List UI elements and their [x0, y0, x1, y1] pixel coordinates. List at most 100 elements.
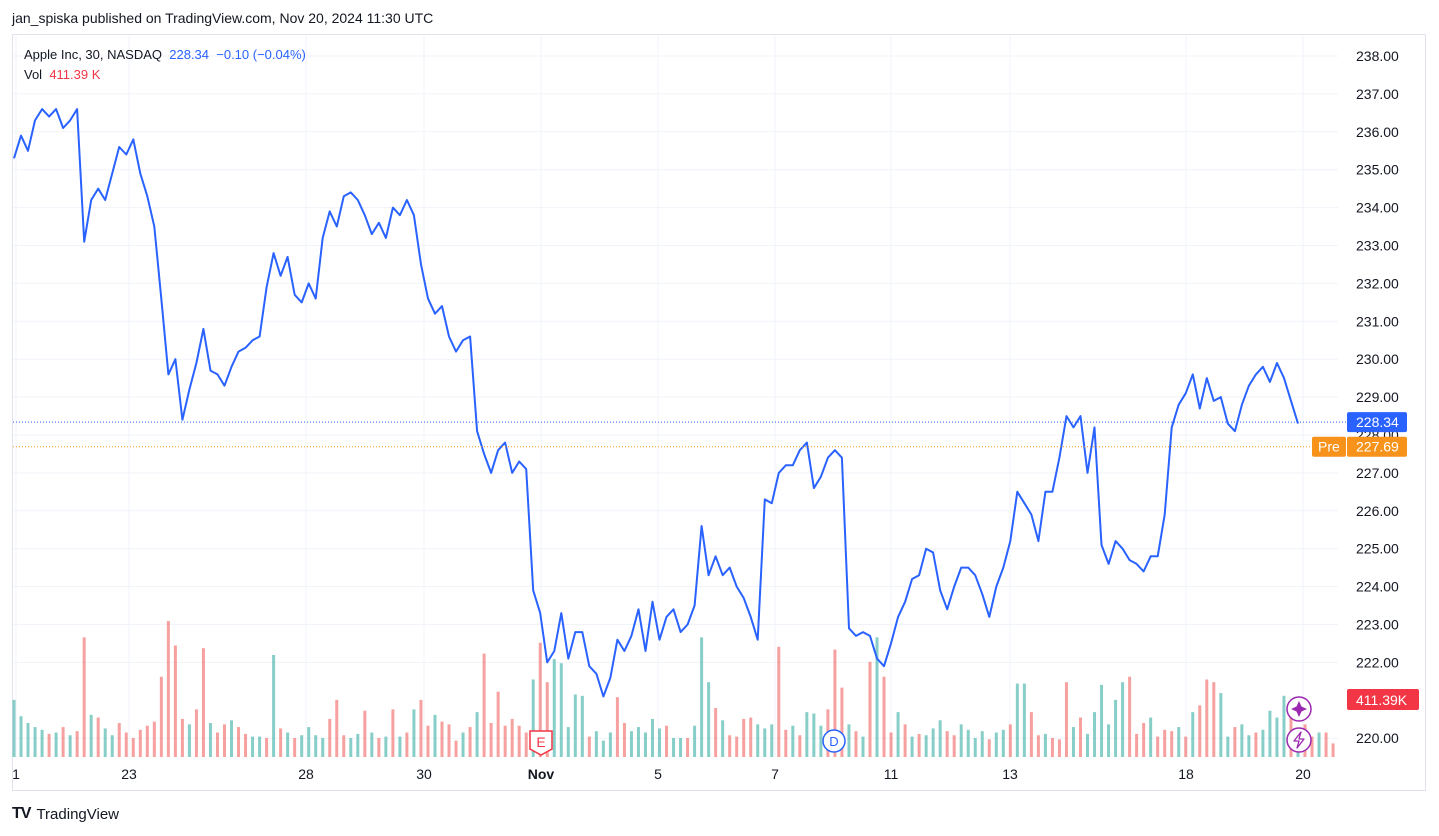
volume-bar: [707, 682, 711, 757]
volume-label[interactable]: Vol: [24, 67, 43, 82]
volume-bar: [384, 736, 388, 757]
volume-bar: [721, 720, 725, 757]
volume-bar: [279, 728, 283, 757]
y-tick-label: 238.00: [1356, 48, 1399, 64]
volume-bar: [594, 731, 598, 757]
earnings-marker[interactable]: E: [529, 730, 553, 756]
x-tick-label: 13: [1002, 766, 1018, 782]
last-price-badge: [1347, 412, 1407, 433]
lightning-icon-ring: [1286, 727, 1312, 753]
earnings-marker-shape: [529, 730, 553, 756]
volume-bar: [1128, 676, 1132, 757]
lightning-icon[interactable]: [1286, 727, 1312, 753]
volume-bar: [749, 717, 753, 757]
volume-bar: [798, 735, 802, 757]
y-tick-label: 227.00: [1356, 465, 1399, 481]
x-tick-label: 20: [1295, 766, 1311, 782]
volume-bar: [945, 731, 949, 757]
volume-bar: [1043, 733, 1047, 757]
volume-bar: [433, 714, 437, 757]
volume-bar: [1240, 724, 1244, 757]
volume-bar: [1050, 737, 1054, 757]
volume-bar: [924, 735, 928, 757]
volume-bar: [370, 732, 374, 757]
volume-bar: [552, 659, 556, 757]
volume-bar: [1205, 679, 1209, 757]
volume-bar: [208, 723, 212, 757]
volume-bar: [875, 637, 879, 757]
volume-bars: [12, 621, 1335, 757]
volume-bar: [980, 731, 984, 757]
volume-bar: [1036, 735, 1040, 757]
volume-bar: [770, 724, 774, 757]
volume-badge: [1347, 689, 1419, 710]
symbol-label[interactable]: Apple Inc, 30, NASDAQ: [24, 47, 163, 62]
volume-bar: [784, 729, 788, 757]
price-line: [13, 108, 1299, 698]
volume-bar: [440, 721, 444, 757]
volume-bar: [187, 724, 191, 757]
grid: [13, 36, 1338, 758]
volume-bar: [1078, 717, 1082, 757]
volume-bar: [1008, 724, 1012, 757]
volume-bar: [482, 653, 486, 757]
volume-bar: [917, 733, 921, 757]
volume-bar: [117, 723, 121, 757]
volume-bar: [959, 724, 963, 757]
price-change: −0.10 (−0.04%): [216, 47, 306, 62]
volume-bar: [545, 682, 549, 757]
volume-bar: [714, 708, 718, 757]
volume-bar: [573, 694, 577, 757]
volume-bar: [194, 709, 198, 757]
y-tick-label: 222.00: [1356, 654, 1399, 670]
y-tick-label: 234.00: [1356, 200, 1399, 216]
volume-bar: [805, 712, 809, 757]
volume-bar: [468, 727, 472, 757]
volume-bar: [75, 731, 79, 757]
pre-price-badge: [1347, 436, 1407, 457]
volume-bar: [47, 733, 51, 757]
y-tick-label: 229.00: [1356, 389, 1399, 405]
volume-bar: [524, 732, 528, 757]
publish-header: jan_spiska published on TradingView.com,…: [12, 10, 434, 26]
volume-bar: [580, 695, 584, 757]
volume-bar: [987, 739, 991, 757]
dividend-marker[interactable]: D: [822, 729, 846, 753]
volume-bar: [1100, 684, 1104, 757]
x-tick-label: Nov: [528, 766, 555, 782]
volume-bar: [1149, 717, 1153, 757]
volume-bar: [910, 736, 914, 757]
volume-bar: [889, 732, 893, 757]
volume-bar: [763, 728, 767, 757]
volume-bar: [103, 728, 107, 757]
volume-bar: [756, 724, 760, 757]
volume-bar: [819, 725, 823, 757]
volume-bar: [728, 735, 732, 757]
volume-bar: [636, 727, 640, 757]
volume-bar: [1331, 743, 1335, 757]
volume-bar: [1226, 736, 1230, 757]
sparkle-icon[interactable]: [1286, 696, 1312, 722]
y-tick-label: 233.00: [1356, 238, 1399, 254]
volume-bar: [230, 720, 234, 757]
volume-bar: [938, 720, 942, 757]
volume-bar: [26, 723, 30, 757]
volume-bar: [1212, 682, 1216, 757]
dividend-marker-shape: [822, 729, 846, 753]
sparkle-icon-glyph: [1291, 701, 1307, 717]
volume-bar: [124, 732, 128, 757]
volume-bar: [1142, 723, 1146, 757]
volume-bar: [145, 725, 149, 757]
volume-bar: [1254, 732, 1258, 757]
y-axis: 238.00 237.00 236.00 235.00 234.00 233.00 232.…: [1356, 48, 1399, 746]
volume-bar: [566, 727, 570, 757]
volume-bar: [1114, 699, 1118, 757]
volume-value: 411.39 K: [49, 67, 101, 82]
volume-bar: [1064, 682, 1068, 757]
volume-bar: [12, 699, 16, 757]
volume-bar: [896, 712, 900, 757]
y-tick-label: 236.00: [1356, 124, 1399, 140]
volume-bar: [1191, 712, 1195, 757]
footer-brand[interactable]: TV TradingView: [12, 805, 119, 823]
